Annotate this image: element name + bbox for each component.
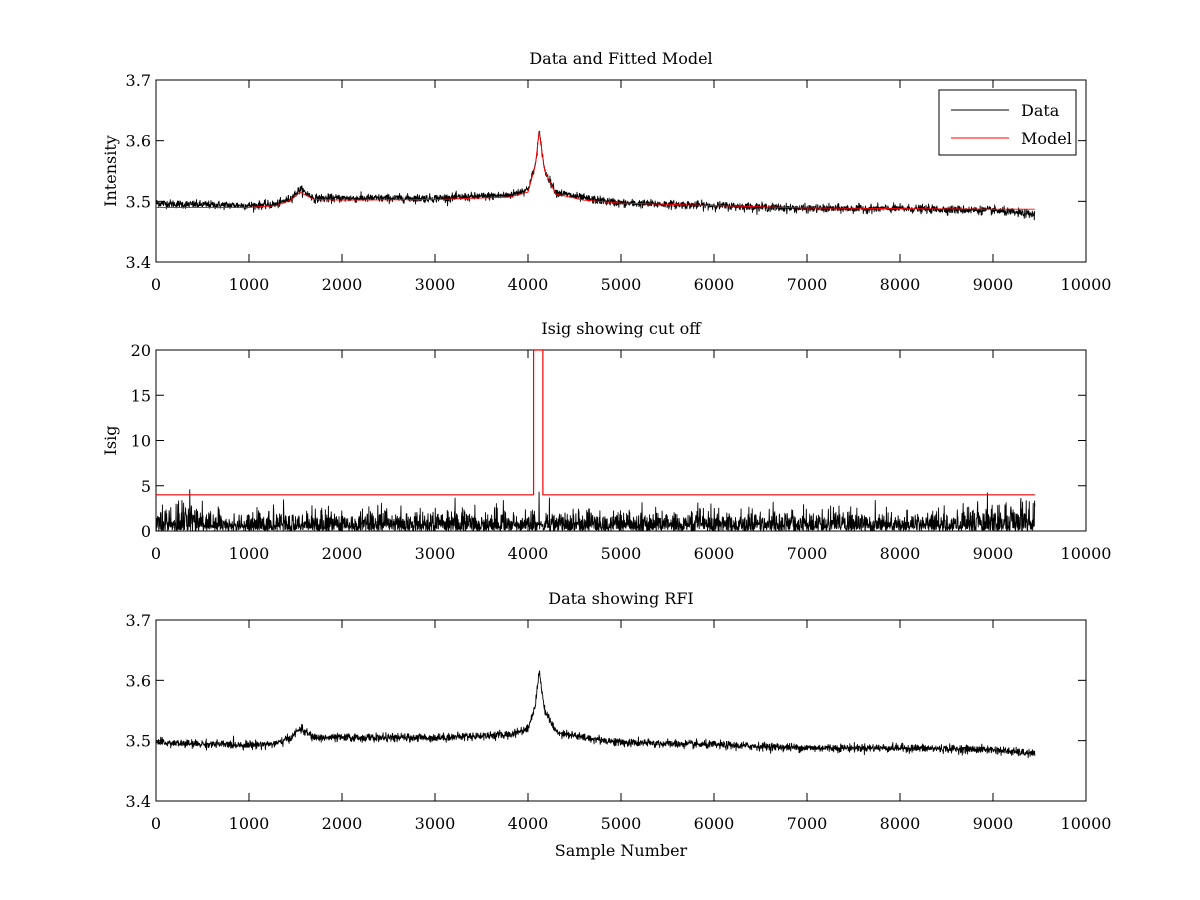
x-tick-label: 0: [151, 814, 161, 833]
y-tick-label: 3.4: [126, 792, 151, 811]
x-tick-label: 7000: [787, 275, 828, 294]
x-tick-label: 8000: [880, 544, 921, 563]
x-tick-label: 10000: [1061, 544, 1112, 563]
x-tick-label: 5000: [601, 275, 642, 294]
x-tick-label: 9000: [973, 275, 1014, 294]
x-tick-label: 8000: [880, 814, 921, 833]
y-tick-label: 3.5: [126, 192, 151, 211]
plot-area: [155, 79, 1087, 263]
y-tick-label: 10: [131, 432, 151, 451]
x-tick-label: 10000: [1061, 275, 1112, 294]
series-group: [156, 350, 1036, 531]
x-tick-label: 3000: [415, 544, 456, 563]
chart-title: Data and Fitted Model: [529, 49, 712, 68]
plot-area: [155, 349, 1087, 532]
x-tick-label: 6000: [694, 814, 735, 833]
legend-box: [938, 89, 1077, 156]
series-line-isig: [156, 489, 1036, 531]
x-tick-label: 6000: [694, 275, 735, 294]
legend-label-data: Data: [1021, 101, 1060, 120]
y-axis-label: Isig: [101, 426, 120, 456]
x-tick-label: 1000: [229, 275, 270, 294]
subplot-1: 0 1000 2000 3000 4000 5000 6000 7000 8000 9000 100…: [101, 49, 1111, 294]
x-tick-label: 3000: [415, 814, 456, 833]
x-tick-label: 4000: [508, 275, 549, 294]
x-tick-label: 1000: [229, 814, 270, 833]
x-tick-label: 4000: [508, 544, 549, 563]
x-tick-label: 3000: [415, 275, 456, 294]
x-tick-label: 4000: [508, 814, 549, 833]
subplot-3: 0 1000 2000 3000 4000 5000 6000 7000 8000 9000 100…: [126, 589, 1112, 860]
x-tick-label: 7000: [787, 544, 828, 563]
series-group: [156, 130, 1036, 221]
chart-title: Isig showing cut off: [541, 319, 702, 338]
legend: Data Model: [938, 89, 1077, 156]
series-group: [156, 670, 1036, 759]
subplot-2: 0 1000 2000 3000 4000 5000 6000 7000 8000 9000 100…: [101, 319, 1111, 563]
y-tick-label: 20: [131, 341, 151, 360]
x-tick-label: 10000: [1061, 814, 1112, 833]
y-tick-label: 3.6: [126, 132, 151, 151]
x-tick-label: 7000: [787, 814, 828, 833]
y-tick-label: 3.7: [126, 71, 151, 90]
legend-label-model: Model: [1021, 129, 1072, 148]
x-axis-label: Sample Number: [555, 841, 688, 860]
x-tick-label: 0: [151, 275, 161, 294]
chart-title: Data showing RFI: [548, 589, 693, 608]
y-tick-label: 3.5: [126, 732, 151, 751]
y-tick-label: 5: [141, 477, 151, 496]
y-tick-label: 3.7: [126, 611, 151, 630]
y-tick-label: 0: [141, 522, 151, 541]
x-tick-label: 2000: [322, 275, 363, 294]
series-line-cut-off: [156, 350, 1035, 496]
y-axis-label: Intensity: [101, 135, 120, 207]
x-tick-label: 1000: [229, 544, 270, 563]
y-tick-label: 3.4: [126, 253, 151, 272]
x-tick-label: 5000: [601, 814, 642, 833]
series-line-data: [156, 670, 1036, 759]
series-line-model: [156, 131, 1035, 210]
y-tick-label: 15: [131, 386, 151, 405]
x-tick-label: 8000: [880, 275, 921, 294]
x-tick-label: 5000: [601, 544, 642, 563]
y-tick-label: 3.6: [126, 671, 151, 690]
x-tick-label: 9000: [973, 544, 1014, 563]
plot-area: [155, 619, 1087, 802]
x-tick-label: 9000: [973, 814, 1014, 833]
x-tick-label: 2000: [322, 544, 363, 563]
x-tick-label: 2000: [322, 814, 363, 833]
x-tick-label: 0: [151, 544, 161, 563]
x-tick-label: 6000: [694, 544, 735, 563]
